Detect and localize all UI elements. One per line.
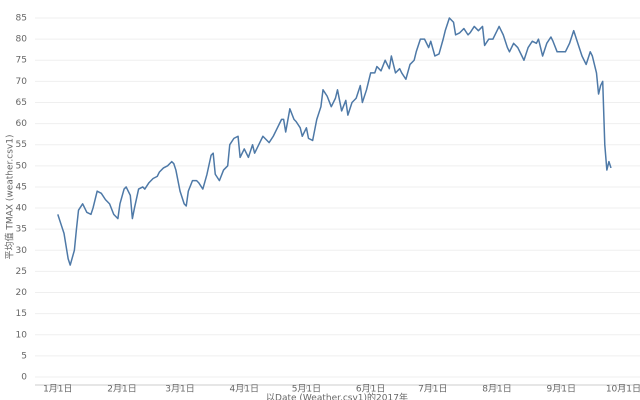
x-axis-label: 以Date (Weather.csv1)的2017年 [266,392,408,400]
x-tick-label: 4月1日 [230,384,259,395]
x-tick-label: 10月1日 [606,384,640,395]
y-tick-label: 30 [16,246,28,256]
y-tick-label: 10 [16,330,28,340]
y-tick-label: 45 [16,182,27,192]
y-tick-label: 65 [16,98,27,108]
y-tick-label: 35 [16,225,27,235]
y-tick-label: 70 [16,77,28,87]
x-tick-label: 5月1日 [292,384,321,395]
y-tick-label: 85 [16,14,27,24]
y-tick-label: 0 [21,373,27,383]
y-tick-label: 5 [21,351,27,361]
y-tick-label: 55 [16,140,27,150]
x-tick-label: 8月1日 [482,384,511,395]
x-tick-label: 9月1日 [547,384,576,395]
y-tick-label: 15 [16,309,27,319]
y-tick-label: 80 [16,35,28,45]
y-axis-label: 平均值 TMAX (weather.csv1) [4,135,16,260]
x-tick-label: 6月1日 [356,384,385,395]
x-tick-label: 1月1日 [43,384,72,395]
y-tick-label: 75 [16,56,27,66]
y-tick-label: 50 [16,161,28,171]
x-tick-label: 2月1日 [107,384,136,395]
x-tick-label: 7月1日 [418,384,447,395]
y-tick-label: 40 [16,204,28,214]
y-tick-label: 25 [16,267,27,277]
y-tick-label: 60 [16,119,28,129]
y-tick-label: 20 [16,288,28,298]
x-tick-label: 3月1日 [165,384,194,395]
line-series [57,17,612,266]
